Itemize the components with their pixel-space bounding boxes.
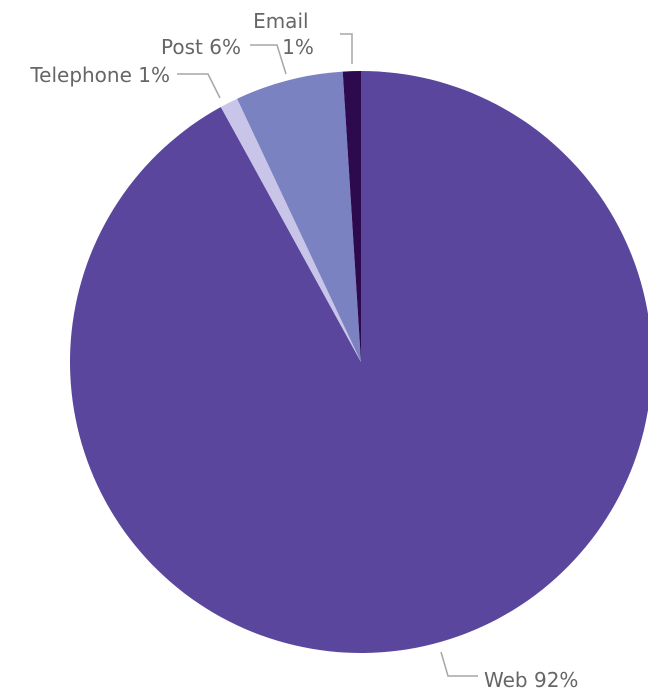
pie-slice-web [69, 71, 648, 653]
label-post: Post 6% [161, 35, 241, 59]
leader-email [340, 33, 353, 64]
leader-telephone [177, 73, 221, 99]
leader-web [440, 651, 478, 677]
pie-slice-email [342, 70, 361, 362]
pie-slice-post [237, 71, 361, 362]
pie-slices [69, 70, 648, 653]
label-telephone: Telephone 1% [29, 63, 170, 87]
leader-lines [177, 33, 478, 677]
leader-post [250, 44, 287, 75]
label-web: Web 92% [484, 668, 578, 688]
pie-slice-telephone [220, 98, 361, 362]
label-email: Email 1% [253, 9, 315, 59]
